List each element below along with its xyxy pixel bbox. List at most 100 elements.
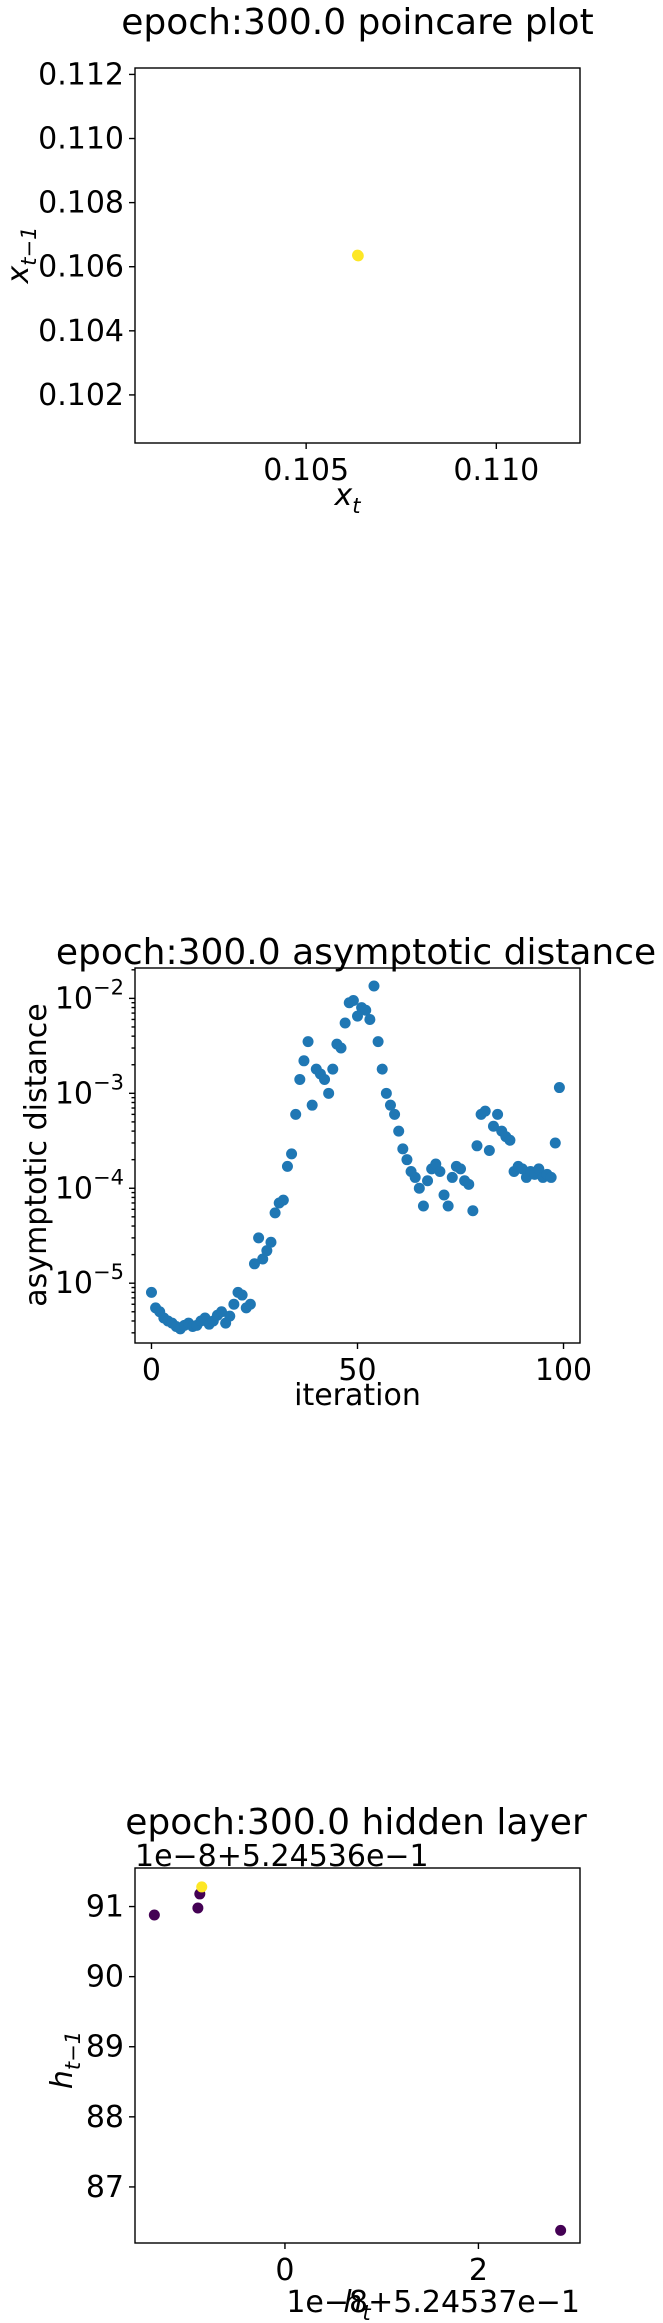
poincare-xlabel: xt: [334, 478, 362, 518]
asymptotic-point-71: [438, 1189, 450, 1201]
asymptotic-point-79: [471, 1140, 483, 1152]
poincare-ytick-label-4: 0.110: [38, 122, 124, 157]
asymptotic-point-98: [549, 1137, 561, 1149]
asymptotic-point-28: [261, 1245, 273, 1257]
poincare-xtick-label-0: 0.105: [263, 453, 349, 488]
asymptotic-xlabel: iteration: [294, 1378, 421, 1413]
poincare-ytick-label-3: 0.108: [38, 186, 124, 221]
hidden-layer-ylabel: ht−1: [45, 2031, 85, 2089]
asymptotic-title: epoch:300.0 asymptotic distance: [56, 932, 656, 973]
poincare-xtick-label-1: 0.110: [453, 453, 539, 488]
asymptotic-point-70: [434, 1166, 446, 1178]
asymptotic-point-27: [257, 1253, 269, 1265]
asymptotic-point-49: [347, 994, 359, 1006]
asymptotic-distance-chart: epoch:300.0 asymptotic distance 10−5 10−4 1…: [19, 932, 656, 1413]
hidden-layer-xtick-label-0: 0: [275, 2253, 294, 2288]
hidden-layer-point-3: [196, 1881, 208, 1893]
hidden-layer-ytick-label-0: 87: [86, 2170, 124, 2205]
asymptotic-point-72: [442, 1200, 454, 1212]
asymptotic-point-39: [306, 1099, 318, 1111]
asymptotic-point-82: [483, 1144, 495, 1156]
asymptotic-point-0: [145, 1286, 157, 1298]
hidden-layer-point-1: [192, 1902, 204, 1914]
asymptotic-point-42: [319, 1073, 331, 1085]
poincare-ytick-label-2: 0.106: [38, 250, 124, 285]
asymptotic-point-64: [409, 1171, 421, 1183]
hidden-layer-xlabel: ht: [343, 2285, 371, 2323]
asymptotic-point-20: [228, 1298, 240, 1310]
asymptotic-ytick-label-2: 10−3: [55, 1070, 124, 1111]
asymptotic-point-32: [277, 1194, 289, 1206]
asymptotic-point-75: [455, 1163, 467, 1175]
asymptotic-point-38: [302, 1036, 314, 1048]
hidden-layer-ytick-label-4: 91: [86, 1890, 124, 1925]
hidden-layer-ytick-label-1: 88: [86, 2100, 124, 2135]
poincare-point-2: [352, 250, 364, 261]
poincare-ylabel: xt−1: [1, 227, 41, 285]
asymptotic-point-54: [368, 980, 380, 992]
asymptotic-point-17: [216, 1306, 228, 1318]
asymptotic-point-67: [422, 1175, 434, 1187]
asymptotic-point-52: [360, 1004, 372, 1016]
asymptotic-point-44: [327, 1063, 339, 1075]
asymptotic-point-60: [393, 1125, 405, 1137]
hidden-layer-ytick-label-2: 89: [86, 2030, 124, 2065]
poincare-ytick-label-5: 0.112: [38, 57, 124, 92]
asymptotic-point-94: [533, 1163, 545, 1175]
asymptotic-point-77: [463, 1178, 475, 1190]
asymptotic-point-47: [339, 1017, 351, 1029]
poincare-axes-frame: [134, 67, 581, 444]
asymptotic-point-43: [323, 1087, 335, 1099]
asymptotic-point-24: [244, 1298, 256, 1310]
asymptotic-ytick-label-0: 10−5: [55, 1260, 124, 1301]
asymptotic-ytick-label-1: 10−4: [55, 1165, 124, 1206]
asymptotic-ylabel: asymptotic distance: [19, 1003, 54, 1306]
hidden-layer-title: epoch:300.0 hidden layer: [125, 1802, 587, 1843]
asymptotic-point-99: [553, 1082, 565, 1094]
asymptotic-point-53: [364, 1013, 376, 1025]
asymptotic-point-25: [248, 1258, 260, 1270]
asymptotic-point-84: [492, 1108, 504, 1120]
asymptotic-point-58: [384, 1099, 396, 1111]
asymptotic-point-78: [467, 1205, 479, 1217]
asymptotic-point-46: [335, 1042, 347, 1054]
asymptotic-point-59: [389, 1108, 401, 1120]
asymptotic-point-33: [281, 1160, 293, 1172]
asymptotic-point-57: [380, 1087, 392, 1099]
poincare-chart: epoch:300.0 poincare plot 0.105 0.110 0.102…: [1, 2, 594, 518]
asymptotic-point-36: [294, 1073, 306, 1085]
asymptotic-point-19: [224, 1310, 236, 1322]
asymptotic-xtick-label-2: 100: [535, 1353, 592, 1388]
poincare-ytick-label-1: 0.104: [38, 314, 124, 349]
asymptotic-xtick-label-1: 50: [338, 1353, 376, 1388]
hidden-layer-point-4: [555, 2224, 567, 2236]
asymptotic-point-30: [269, 1207, 281, 1219]
asymptotic-point-26: [253, 1232, 265, 1244]
hidden-layer-x-offset: 1e−8+5.24537e−1: [286, 2285, 580, 2320]
asymptotic-point-73: [446, 1171, 458, 1183]
asymptotic-point-97: [545, 1171, 557, 1183]
asymptotic-point-22: [236, 1289, 248, 1301]
asymptotic-point-62: [401, 1154, 413, 1166]
asymptotic-point-56: [376, 1063, 388, 1075]
asymptotic-point-55: [372, 1036, 384, 1048]
poincare-ytick-label-0: 0.102: [38, 378, 124, 413]
asymptotic-point-61: [397, 1143, 409, 1155]
asymptotic-point-87: [504, 1134, 516, 1146]
hidden-layer-ytick-label-3: 90: [86, 1960, 124, 1995]
asymptotic-point-37: [298, 1055, 310, 1067]
asymptotic-axes-frame: [134, 967, 581, 1344]
hidden-layer-axes-frame: [134, 1867, 581, 2244]
asymptotic-point-50: [352, 1010, 363, 1022]
asymptotic-point-66: [417, 1200, 429, 1212]
hidden-layer-xtick-label-1: 2: [469, 2253, 488, 2288]
asymptotic-ytick-label-3: 10−2: [55, 975, 124, 1016]
hidden-layer-y-offset: 1e−8+5.24536e−1: [135, 1839, 429, 1874]
asymptotic-point-29: [265, 1236, 277, 1248]
asymptotic-point-83: [487, 1120, 499, 1132]
asymptotic-point-35: [290, 1108, 302, 1120]
hidden-layer-point-0: [148, 1909, 160, 1921]
asymptotic-point-65: [413, 1182, 425, 1194]
